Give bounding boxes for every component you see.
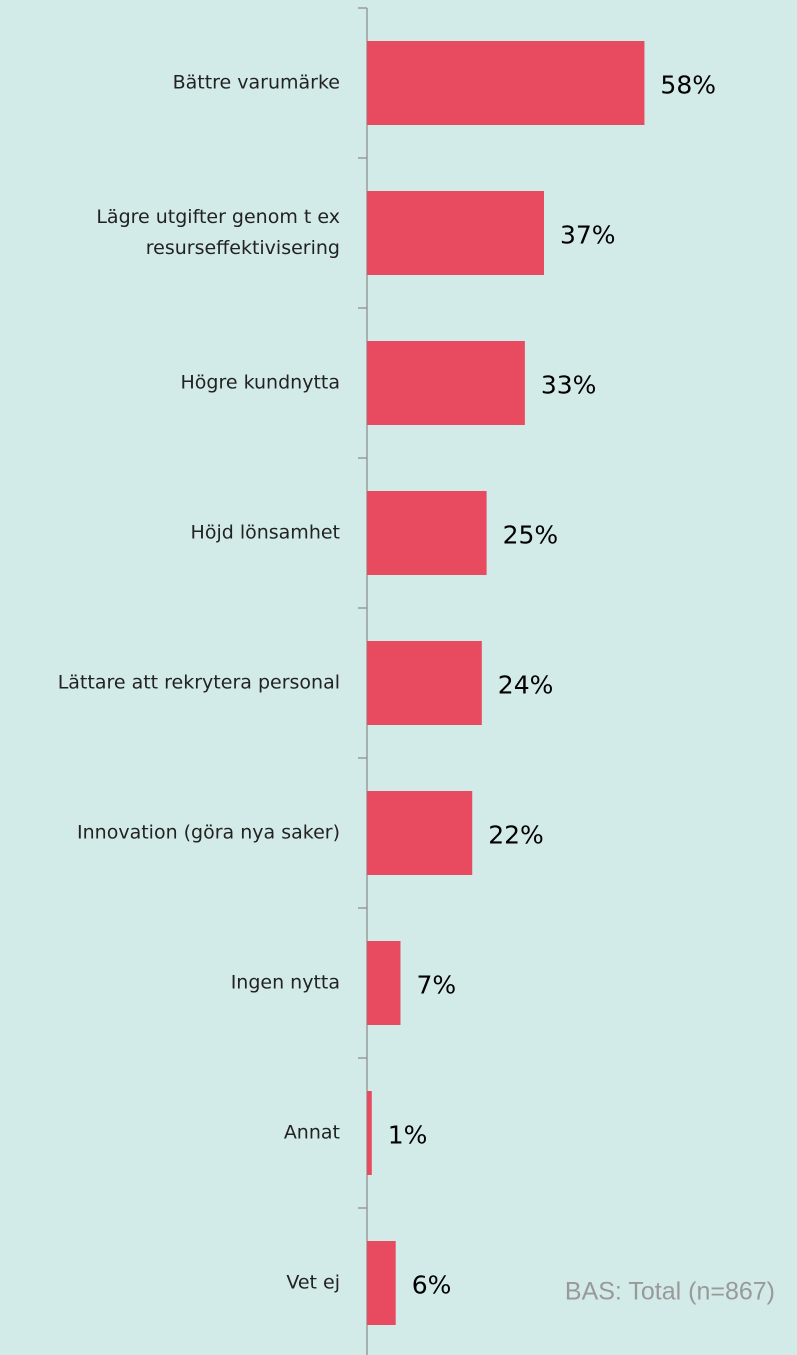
note: BAS: Total (n=867) — [564, 1277, 775, 1306]
value-label: 6% — [411, 1270, 452, 1300]
bar — [367, 791, 473, 875]
value-label: 22% — [488, 820, 544, 850]
category-label: Bättre varumärke — [172, 71, 340, 94]
value-label: 24% — [497, 670, 554, 700]
value-label: 37% — [559, 220, 616, 250]
category-label: Lägre utgifter genom t ex resurseffektiv… — [96, 206, 340, 259]
value-label: 58% — [660, 70, 716, 100]
bar — [367, 341, 525, 425]
bar — [367, 491, 487, 575]
category-label: Innovation (göra nya saker) — [77, 821, 340, 844]
bar — [367, 191, 544, 275]
value-label: 33% — [540, 370, 597, 400]
bar — [367, 1241, 396, 1325]
category-label: Annat — [283, 1121, 340, 1144]
bar — [367, 641, 482, 725]
category-label: Högre kundnytta — [180, 371, 341, 394]
category-label: Höjd lönsamhet — [190, 521, 340, 544]
value-label: 7% — [416, 970, 457, 1000]
bar — [367, 1091, 372, 1175]
bar — [367, 41, 645, 125]
category-label: Lättare att rekrytera personal — [57, 671, 340, 694]
bar — [367, 941, 401, 1025]
value-label: 1% — [387, 1120, 428, 1150]
category-label: Ingen nytta — [230, 971, 340, 994]
value-label: 25% — [502, 520, 559, 550]
category-label: Vet ej — [286, 1271, 340, 1294]
